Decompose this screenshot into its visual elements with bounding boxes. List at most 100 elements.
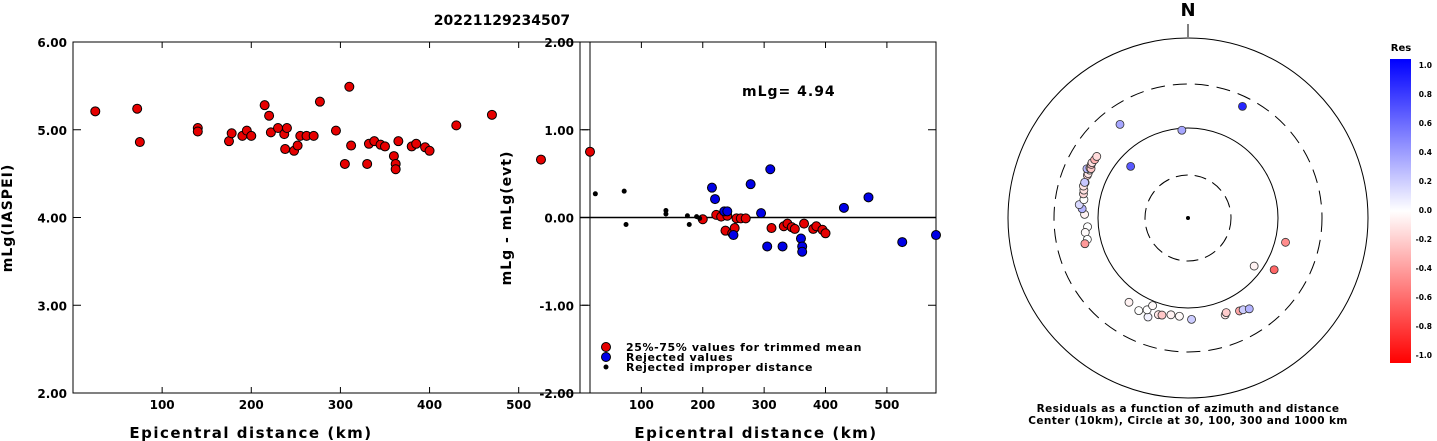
colorbar-tick-label: -0.8 <box>1416 322 1432 331</box>
data-point <box>390 164 401 175</box>
x-tick-label: 400 <box>417 398 442 412</box>
rejected-value-point <box>777 241 788 252</box>
rejected-value-point <box>765 164 776 175</box>
y-tick-label: 0.00 <box>544 212 574 226</box>
rejected-distance-point <box>663 207 669 213</box>
data-point <box>393 136 404 147</box>
data-point <box>362 158 373 169</box>
data-point <box>379 141 390 152</box>
data-point <box>246 130 257 141</box>
y-tick-label: -2.00 <box>539 387 574 401</box>
data-point <box>820 228 831 239</box>
x-axis-label: Epicentral distance (km) <box>129 424 372 441</box>
data-point <box>424 145 435 156</box>
x-tick-label: 100 <box>629 398 654 412</box>
data-point <box>90 106 101 117</box>
station-residual-point <box>1244 304 1254 314</box>
rejected-value-point <box>722 206 733 217</box>
data-point <box>192 126 203 137</box>
distance-circle-1000km <box>1007 37 1369 399</box>
x-tick-label: 400 <box>813 398 838 412</box>
station-residual-point <box>1080 178 1090 187</box>
y-tick-label: 4.00 <box>37 212 67 226</box>
station-residual-point <box>1249 261 1259 271</box>
x-tick-label: 300 <box>752 398 777 412</box>
station-residual-point <box>1269 265 1279 275</box>
x-axis-label: Epicentral distance (km) <box>634 424 877 441</box>
data-point <box>535 154 546 165</box>
x-tick-label: 300 <box>328 398 353 412</box>
rejected-value-point <box>838 202 849 213</box>
y-tick-label: 1.00 <box>544 124 574 138</box>
x-tick-label: 100 <box>150 398 175 412</box>
data-point <box>486 109 497 120</box>
y-axis-label: mLg - mLg(evt) <box>499 151 515 286</box>
station-residual-point <box>1157 310 1167 320</box>
rejected-value-point <box>897 237 908 248</box>
north-label: N <box>1180 0 1195 21</box>
rejected-value-point <box>863 192 874 203</box>
data-point <box>346 140 357 151</box>
y-tick-label: 2.00 <box>544 36 574 50</box>
y-tick-label: 2.00 <box>37 387 67 401</box>
data-point <box>314 96 325 107</box>
station-residual-point <box>1134 306 1144 316</box>
station-residual-point <box>1221 308 1231 317</box>
colorbar-tick-label: 0.0 <box>1419 206 1432 215</box>
y-tick-label: -1.00 <box>539 299 574 313</box>
rejected-value-point <box>797 246 808 257</box>
station-residual-point <box>1166 310 1176 320</box>
colorbar-tick-label: 0.2 <box>1419 177 1432 186</box>
rejected-distance-point <box>663 211 669 217</box>
magnitude-vs-distance-plot: 100 200 300 400 500 2.00 3.00 4.00 5.00 6.00 Epic… <box>0 36 595 441</box>
distance-circle-100km <box>1097 127 1279 309</box>
station-residual-point <box>1124 297 1134 307</box>
data-point <box>134 137 145 148</box>
data-point <box>292 140 303 151</box>
colorbar-tick-label: 0.4 <box>1419 148 1432 157</box>
event-magnitude-annotation: mLg= 4.94 <box>742 84 836 100</box>
colorbar-tick-label: 1.0 <box>1419 61 1432 70</box>
colorbar-tick-label: -0.6 <box>1416 293 1432 302</box>
rejected-value-point <box>756 208 767 219</box>
data-point <box>280 144 291 155</box>
distance-circle-300km <box>1053 83 1323 353</box>
y-tick-label: 5.00 <box>37 124 67 138</box>
rejected-value-point <box>710 194 721 205</box>
station-residual-point <box>1187 314 1196 324</box>
azimuth-residual-plot: N Residuals as a function of azimuth and… <box>1007 0 1369 427</box>
legend-marker <box>601 342 611 352</box>
station-residual-point <box>1115 119 1125 129</box>
station-residual-point <box>1177 125 1187 135</box>
polar-caption-line-1: Residuals as a function of azimuth and d… <box>1037 403 1340 415</box>
rejected-distance-point <box>621 188 627 194</box>
rejected-value-point <box>931 230 941 241</box>
station-residual-point <box>1175 311 1184 321</box>
station-residual-point <box>1281 237 1290 247</box>
data-point <box>344 81 355 92</box>
data-point <box>265 127 276 138</box>
station-residual-point <box>1238 101 1247 111</box>
legend-entry: Rejected improper distance <box>626 361 813 374</box>
rejected-distance-point <box>697 215 703 221</box>
x-tick-label: 500 <box>506 398 531 412</box>
colorbar-tick-label: 0.6 <box>1419 119 1432 128</box>
x-tick-label: 200 <box>690 398 715 412</box>
residual-vs-distance-plot: 100 200 300 400 500 -2.00 -1.00 0.00 1.00 2.00 mL… <box>499 36 941 441</box>
colorbar-tick-label: 0.8 <box>1419 90 1432 99</box>
rejected-value-point <box>762 241 773 252</box>
colorbar-tick-label: -0.2 <box>1416 235 1432 244</box>
rejected-value-point <box>706 182 717 193</box>
legend-marker <box>601 352 611 362</box>
residual-colorbar: Res 1.0 0.8 0.6 0.4 0.2 0.0 -0.2 -0.4 -0.6 -0.8 -1… <box>1390 43 1432 363</box>
data-point <box>330 125 341 136</box>
distance-circle-30km <box>1144 174 1232 262</box>
colorbar-tick-label: -1.0 <box>1416 351 1432 360</box>
legend-entry: 25%-75% values for trimmed mean <box>626 341 862 354</box>
station-residual-point <box>1143 312 1153 322</box>
data-point <box>451 120 462 131</box>
colorbar-gradient <box>1390 59 1411 363</box>
data-point <box>799 218 810 229</box>
data-point <box>281 122 292 133</box>
rejected-distance-point <box>684 213 690 219</box>
